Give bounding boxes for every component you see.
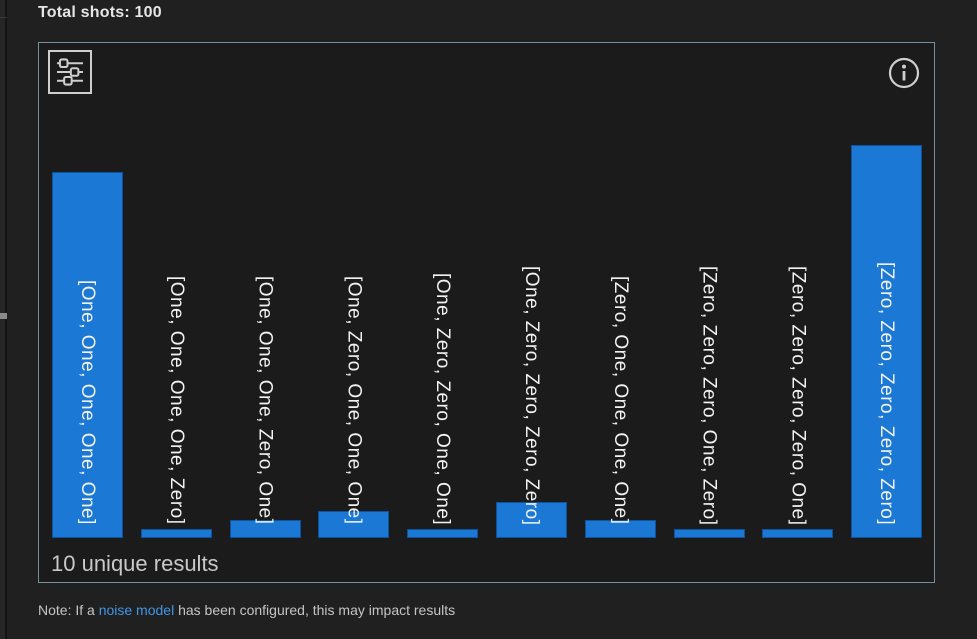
unique-results-label: 10 unique results (51, 551, 219, 576)
bar-label: [Zero, One, One, One, One] (609, 276, 631, 525)
bar-label: [One, Zero, Zero, Zero, Zero] (521, 265, 542, 525)
bar-label: [One, One, One, One, Zero] (165, 276, 187, 525)
bar-label: [One, One, One, Zero, One] (254, 276, 276, 525)
note-text: Note: If a noise model has been configur… (38, 602, 455, 618)
total-shots-label: Total shots: 100 (38, 4, 162, 21)
settings-button[interactable] (48, 50, 92, 94)
histogram-bar[interactable] (229, 520, 301, 538)
histogram-bar[interactable] (584, 520, 656, 538)
bar-label: [One, Zero, Zero, One, One] (432, 272, 454, 525)
histogram-bar[interactable] (673, 529, 745, 538)
histogram-bar[interactable] (52, 172, 123, 538)
noise-model-link[interactable]: noise model (98, 602, 175, 618)
histogram-bar[interactable] (762, 529, 834, 538)
bar-label: [Zero, Zero, Zero, One, Zero] (698, 265, 720, 525)
histogram-bar[interactable] (318, 511, 390, 538)
bar-label: [One, One, One, One, One] (77, 280, 98, 525)
histogram-bar[interactable] (407, 529, 479, 538)
bar-label: [Zero, Zero, Zero, Zero, Zero] (876, 261, 898, 525)
note-prefix: Note: If a (38, 602, 99, 618)
sliders-icon (52, 54, 88, 90)
histogram-bar[interactable] (851, 145, 923, 538)
note-suffix: has been configured, this may impact res… (174, 602, 456, 618)
scroll-indicator[interactable] (0, 313, 7, 319)
rail-divider (0, 17, 7, 18)
histogram-bar[interactable] (140, 529, 212, 538)
bar-label: [Zero, Zero, Zero, Zero, One] (787, 265, 809, 525)
info-icon[interactable] (887, 56, 921, 90)
histogram-bars: [One, One, One, One, One] [One, One, One,… (39, 43, 934, 538)
editor-left-rail (0, 0, 7, 639)
histogram-bar[interactable] (496, 502, 567, 538)
histogram-panel: [One, One, One, One, One] [One, One, One,… (38, 42, 935, 583)
bar-label: [One, Zero, One, One, One] (343, 276, 365, 525)
